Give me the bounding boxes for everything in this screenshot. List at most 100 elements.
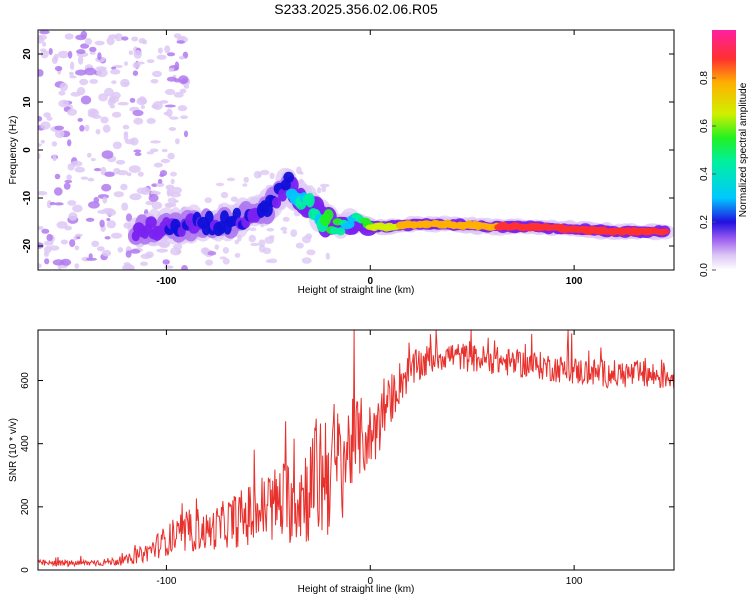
noise-blob [58,90,66,96]
snr-xtick-label: 100 [566,576,583,587]
noise-blob [43,251,49,257]
noise-blob [38,226,44,230]
noise-blob [179,88,187,94]
noise-blob [57,50,70,59]
noise-blob [114,33,123,42]
noise-blob [38,116,43,122]
noise-blob [220,191,229,199]
noise-blob [181,265,188,270]
noise-blob [54,65,63,72]
noise-blob [64,33,74,40]
ridge-blob [277,188,288,202]
noise-blob [72,204,83,213]
noise-blob [120,183,128,191]
noise-blob [111,80,117,85]
noise-blob [175,250,182,254]
noise-blob [166,188,171,197]
ridge-blob [217,220,226,235]
noise-blob [123,132,129,142]
noise-blob [167,152,175,160]
snr-panel: -100 0 100 0 200 400 600 Height of straight l… [8,329,675,595]
noise-blob [132,70,139,76]
noise-blob [176,40,185,44]
ridge-blob [271,197,282,209]
noise-blob [125,250,132,258]
noise-blob [140,105,145,109]
noise-blob [106,36,115,46]
noise-blob [60,239,68,245]
noise-blob [290,229,298,238]
noise-blob [257,171,262,178]
noise-blob [80,95,92,105]
noise-blob [162,259,170,265]
noise-blob [265,259,271,263]
noise-blob [180,78,188,84]
noise-blob [204,197,212,204]
noise-blob [205,259,214,266]
noise-blob [84,38,93,45]
noise-blob [175,138,180,145]
noise-blob [40,121,51,130]
spectrogram-ytick-label: -20 [22,238,33,253]
colorbar-tick-label: 0.6 [699,119,710,133]
noise-blob [148,194,159,202]
noise-blob [75,69,87,76]
noise-blob [76,49,86,55]
noise-blob [101,183,112,192]
noise-blob [76,87,86,96]
noise-blob [89,79,98,84]
spectrogram-xlabel: Height of straight line (km) [298,285,415,296]
noise-blob [258,239,266,247]
noise-blob [44,258,50,265]
noise-blob [121,202,129,211]
noise-blob [54,129,65,139]
noise-blob [91,114,102,119]
snr-xlabel: Height of straight line (km) [298,584,415,595]
noise-blob [98,93,108,102]
noise-blob [173,91,184,98]
noise-blob [106,220,117,229]
noise-blob [259,169,270,176]
noise-blob [52,259,65,266]
spectrogram-ytick-label: 10 [22,96,33,108]
noise-blob [80,43,90,49]
noise-blob [122,124,130,130]
noise-blob [64,179,73,184]
noise-blob [164,202,173,208]
noise-blob [40,139,45,144]
snr-ytick-label: 400 [20,435,31,452]
noise-blob [54,202,64,206]
noise-blob [111,66,117,70]
noise-blob [180,115,188,120]
ridge-blob [145,216,157,229]
noise-blob [84,67,97,76]
noise-blob [46,200,52,209]
noise-blob [243,176,249,183]
noise-blob [230,196,238,202]
noise-blob [77,55,84,65]
noise-blob [248,234,256,243]
noise-blob [133,117,144,125]
spectrogram-ytick-label: -10 [22,190,33,205]
noise-blob [74,245,80,251]
noise-blob [140,261,148,267]
noise-blob [250,242,260,247]
noise-blob [110,69,121,75]
noise-blob [85,257,97,261]
colorbar: 0.0 0.2 0.4 0.6 0.8 Normalized spectral ampl… [699,30,749,277]
noise-blob [38,34,48,40]
noise-blob [222,258,230,265]
noise-blob [269,172,275,179]
noise-blob [112,141,122,150]
snr-xtick-label: 0 [367,576,373,587]
noise-blob [132,109,144,117]
noise-blob [166,76,177,82]
ridge-blob [323,209,334,221]
spectrogram-ytick-label: 0 [22,147,33,153]
noise-blob [111,111,122,118]
noise-blob [51,56,58,64]
noise-blob [121,36,129,41]
noise-blob [122,81,129,86]
noise-blob [132,62,141,69]
